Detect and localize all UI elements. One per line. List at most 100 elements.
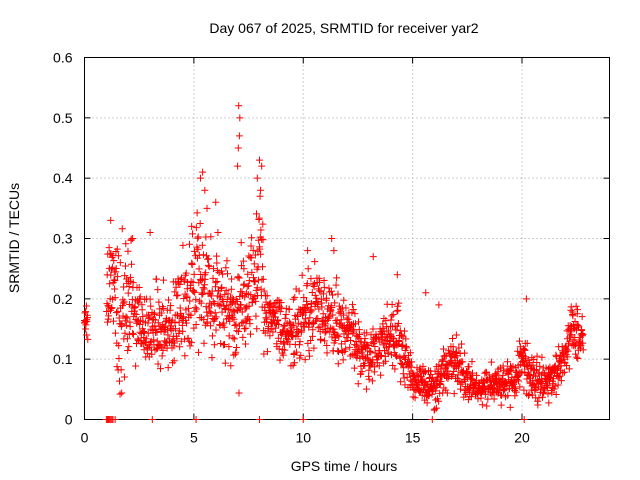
data-point	[212, 198, 220, 206]
x-tick-labels: 0 5 10 15 20	[81, 430, 530, 446]
data-point	[135, 299, 143, 307]
data-point	[214, 228, 222, 236]
data-point	[84, 335, 92, 343]
data-point	[256, 192, 264, 200]
data-point	[328, 235, 336, 242]
data-point	[444, 367, 452, 375]
data-point	[276, 308, 284, 316]
data-point	[286, 328, 294, 336]
data-point	[321, 337, 329, 345]
data-point	[158, 343, 166, 351]
data-point	[224, 270, 232, 278]
data-point	[432, 396, 440, 404]
data-point	[388, 300, 396, 308]
data-point	[295, 341, 303, 349]
data-point	[153, 345, 161, 353]
data-point	[449, 335, 457, 343]
data-point	[387, 316, 395, 324]
data-point	[229, 334, 237, 342]
data-point	[574, 322, 582, 330]
data-point	[246, 330, 254, 338]
data-point	[208, 332, 216, 340]
data-point	[535, 394, 543, 402]
data-point	[290, 321, 298, 329]
data-point	[313, 294, 321, 302]
data-point	[377, 371, 385, 379]
data-point	[368, 377, 376, 385]
data-point	[340, 296, 348, 304]
data-point	[420, 369, 428, 377]
data-point	[402, 343, 410, 351]
data-point	[354, 380, 362, 388]
data-point	[267, 325, 275, 333]
data-point	[463, 368, 471, 376]
data-point	[173, 335, 181, 343]
data-point	[333, 331, 341, 339]
data-point	[473, 371, 481, 379]
data-point	[565, 327, 573, 335]
data-point	[83, 331, 91, 339]
data-point	[504, 358, 512, 366]
data-point	[574, 306, 582, 314]
data-point	[314, 324, 322, 332]
data-point	[116, 377, 123, 385]
data-point	[199, 284, 207, 292]
data-point	[521, 346, 529, 354]
data-point	[257, 250, 265, 258]
data-point	[186, 342, 194, 350]
data-point	[129, 329, 137, 337]
data-point	[525, 391, 533, 399]
data-point	[182, 269, 190, 277]
data-point	[520, 416, 528, 423]
data-point	[103, 318, 111, 326]
data-point	[389, 334, 397, 342]
data-point	[201, 275, 209, 283]
data-point	[178, 321, 186, 329]
data-point	[280, 339, 288, 347]
data-point	[181, 335, 189, 343]
data-point	[234, 328, 242, 336]
data-point	[172, 325, 180, 333]
data-point	[323, 341, 331, 349]
data-point	[191, 288, 199, 296]
data-point	[351, 310, 359, 318]
data-point	[138, 306, 146, 314]
data-point	[432, 377, 440, 385]
data-point	[188, 222, 196, 230]
x-tick-label: 15	[405, 430, 421, 446]
data-point	[124, 346, 132, 354]
data-point	[259, 263, 267, 271]
data-point	[406, 349, 414, 357]
data-point	[431, 405, 439, 413]
data-point	[329, 311, 337, 319]
data-point	[315, 287, 323, 295]
data-point	[276, 356, 284, 364]
data-point	[578, 313, 586, 321]
data-point	[493, 371, 501, 379]
data-point	[459, 358, 467, 366]
grid-lines	[84, 57, 610, 420]
data-point	[536, 362, 544, 370]
data-point	[400, 352, 408, 360]
data-point	[531, 384, 539, 392]
data-point	[393, 341, 401, 349]
data-point	[221, 340, 228, 348]
data-point	[247, 242, 255, 250]
data-point	[409, 393, 417, 401]
data-point	[243, 282, 251, 290]
data-point	[232, 348, 240, 356]
data-point	[245, 302, 253, 310]
data-point	[235, 102, 243, 110]
data-point	[208, 287, 216, 295]
data-point	[504, 392, 512, 400]
data-point	[254, 276, 262, 284]
data-point	[114, 273, 122, 281]
data-point	[199, 251, 207, 259]
data-point	[457, 380, 465, 388]
data-point	[400, 327, 408, 335]
data-point	[537, 378, 545, 386]
data-point	[245, 277, 253, 285]
data-point	[281, 314, 289, 322]
data-point	[108, 263, 116, 271]
y-tick-label: 0.4	[53, 170, 73, 186]
